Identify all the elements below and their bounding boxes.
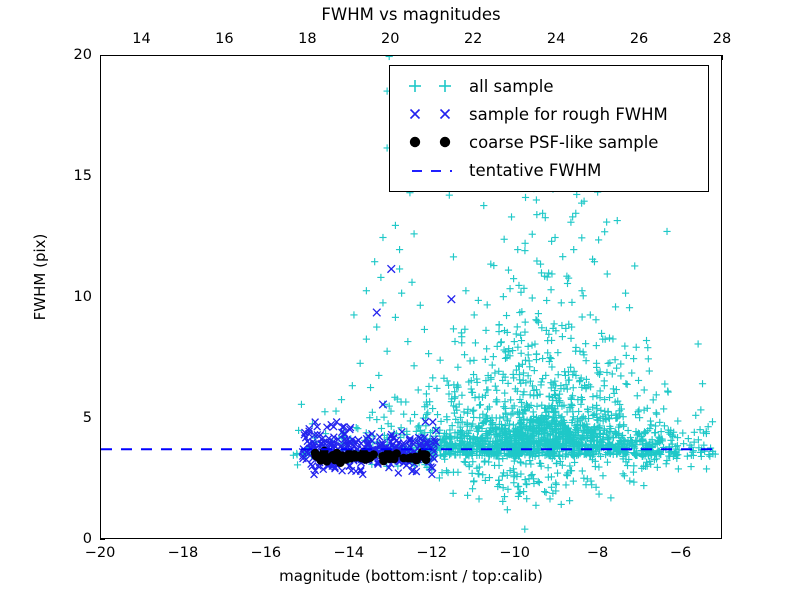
scatter-canvas [101, 56, 721, 533]
plot-area [100, 55, 722, 539]
y-tick-label: 5 [82, 410, 92, 426]
bottom-tick-label: −8 [586, 545, 609, 561]
bottom-tick-label: −6 [669, 545, 692, 561]
series-coarse-psf [310, 446, 431, 468]
chart-title: FWHM vs magnitudes [321, 5, 501, 24]
y-tick-mark [100, 539, 105, 541]
legend-marker-dashed-line [399, 157, 465, 183]
legend-label-psf-like: coarse PSF-like sample [469, 132, 659, 152]
bottom-tick-label: −20 [84, 545, 116, 561]
legend-item-rough-fwhm: sample for rough FWHM [399, 100, 699, 128]
y-tick-label: 10 [73, 289, 92, 305]
legend-item-all-sample: all sample [399, 72, 699, 100]
bottom-tick-label: −18 [167, 545, 199, 561]
top-tick-label: 20 [381, 31, 400, 47]
top-tick-label: 18 [298, 31, 317, 47]
legend-label-tentative-fwhm: tentative FWHM [469, 160, 602, 180]
bottom-tick-label: −14 [333, 545, 365, 561]
series-rough-fwhm [298, 264, 456, 479]
y-tick-label: 20 [73, 47, 92, 63]
top-tick-label: 14 [132, 31, 151, 47]
legend-marker-plus [399, 73, 465, 99]
top-tick-label: 24 [546, 31, 566, 47]
legend-marker-cross [399, 101, 465, 127]
bottom-tick-label: −16 [250, 545, 282, 561]
top-tick-label: 26 [629, 31, 649, 47]
legend: all sample sample for rough FWHM c [389, 65, 709, 192]
y-tick-label: 15 [73, 168, 92, 184]
x-axis-label: magnitude (bottom:isnt / top:calib) [279, 567, 543, 585]
legend-label-rough-fwhm: sample for rough FWHM [469, 104, 668, 124]
top-tick-label: 16 [215, 31, 234, 47]
y-tick-label: 0 [82, 531, 92, 547]
legend-item-psf-like: coarse PSF-like sample [399, 128, 699, 156]
legend-marker-dot [399, 129, 465, 155]
top-tick-label: 22 [463, 31, 483, 47]
legend-item-tentative-fwhm: tentative FWHM [399, 156, 699, 184]
legend-label-all-sample: all sample [469, 76, 554, 96]
top-tick-label: 28 [712, 31, 732, 47]
bottom-tick-label: −12 [416, 545, 448, 561]
bottom-tick-label: −10 [499, 545, 530, 561]
y-axis-label: FWHM (pix) [31, 233, 49, 321]
top-tick-mark [722, 55, 724, 60]
